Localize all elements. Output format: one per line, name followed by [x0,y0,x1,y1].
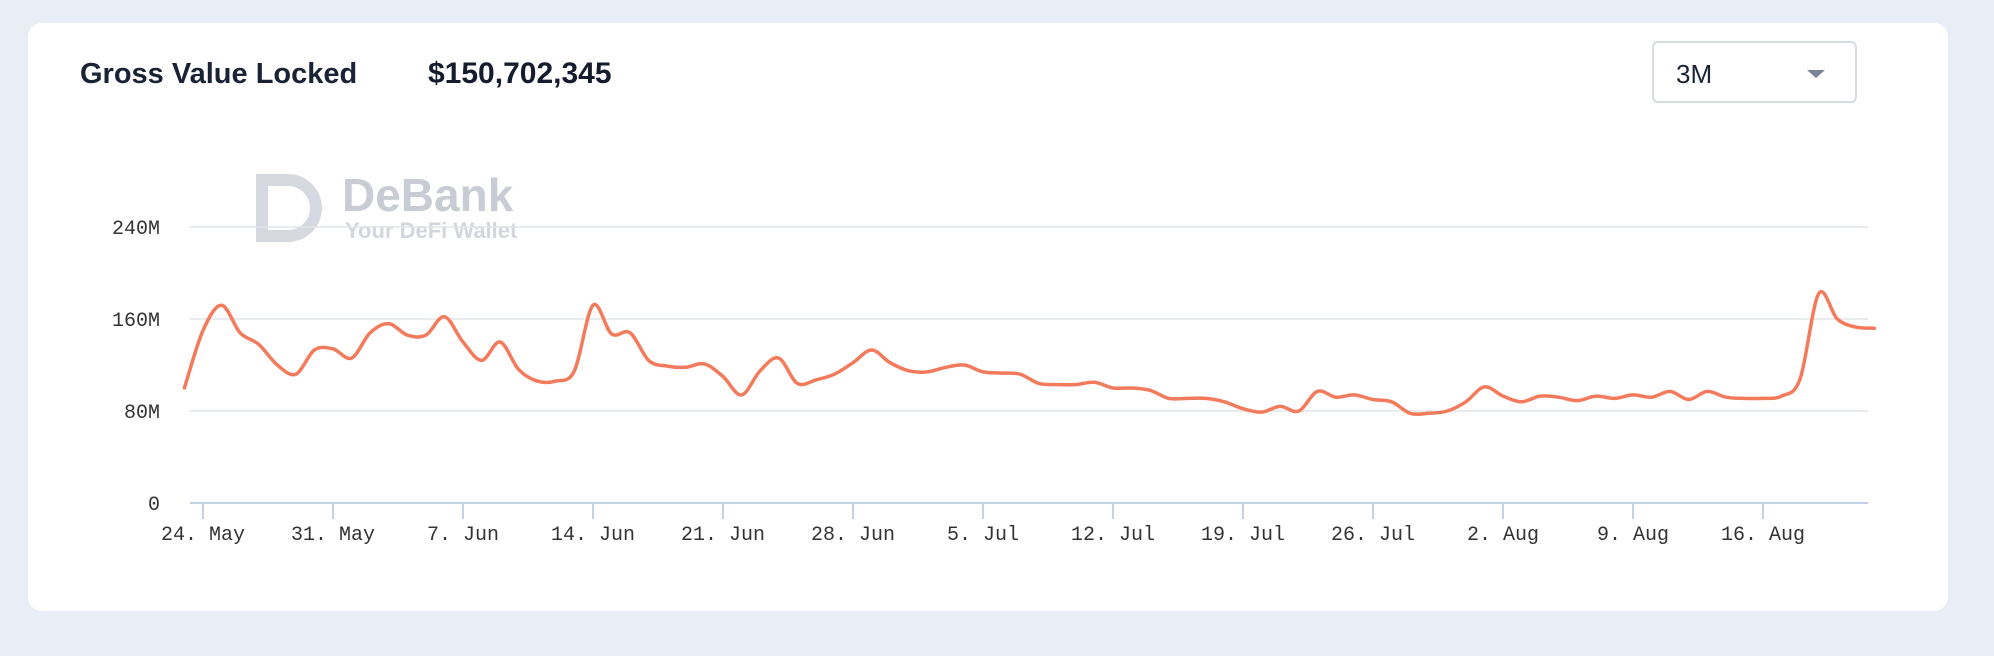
time-range-selected-label: 3M [1676,59,1713,89]
y-tick-label: 80M [124,402,160,425]
x-tick-label: 16. Aug [1721,524,1805,547]
series-line [182,289,1877,416]
x-tick-label: 26. Jul [1331,524,1415,547]
x-tick-label: 9. Aug [1597,524,1669,547]
y-axis: 0 80M 160M 240M [112,218,160,517]
x-tick-label: 19. Jul [1201,524,1285,547]
x-tick-label: 7. Jun [427,524,499,547]
x-tick-label: 24. May [161,524,245,547]
debank-watermark: DeBank Your DeFi Wallet [256,169,518,243]
x-tick-label: 5. Jul [947,524,1019,547]
y-tick-label: 160M [112,310,160,333]
x-axis-labels: 24. May 31. May 7. Jun 14. Jun 21. Jun 28. Ju… [161,524,1805,547]
x-tick-label: 28. Jun [811,524,895,547]
x-tick-label: 21. Jun [681,524,765,547]
chart-grid [190,226,1868,412]
watermark-brand: DeBank [342,169,514,221]
x-tick-label: 2. Aug [1467,524,1539,547]
x-axis [190,502,1868,519]
y-tick-label: 0 [148,494,160,517]
watermark-tagline: Your DeFi Wallet [345,218,518,243]
time-range-dropdown[interactable]: 3M [1652,41,1857,103]
debank-logo-icon [256,174,322,242]
x-tick-label: 12. Jul [1071,524,1155,547]
x-tick-label: 31. May [291,524,375,547]
y-tick-label: 240M [112,218,160,241]
chart-card [28,23,1948,611]
gross-value-amount: $150,702,345 [428,57,612,90]
x-tick-label: 14. Jun [551,524,635,547]
chart-title: Gross Value Locked [80,58,358,90]
chevron-down-icon [1807,70,1825,78]
